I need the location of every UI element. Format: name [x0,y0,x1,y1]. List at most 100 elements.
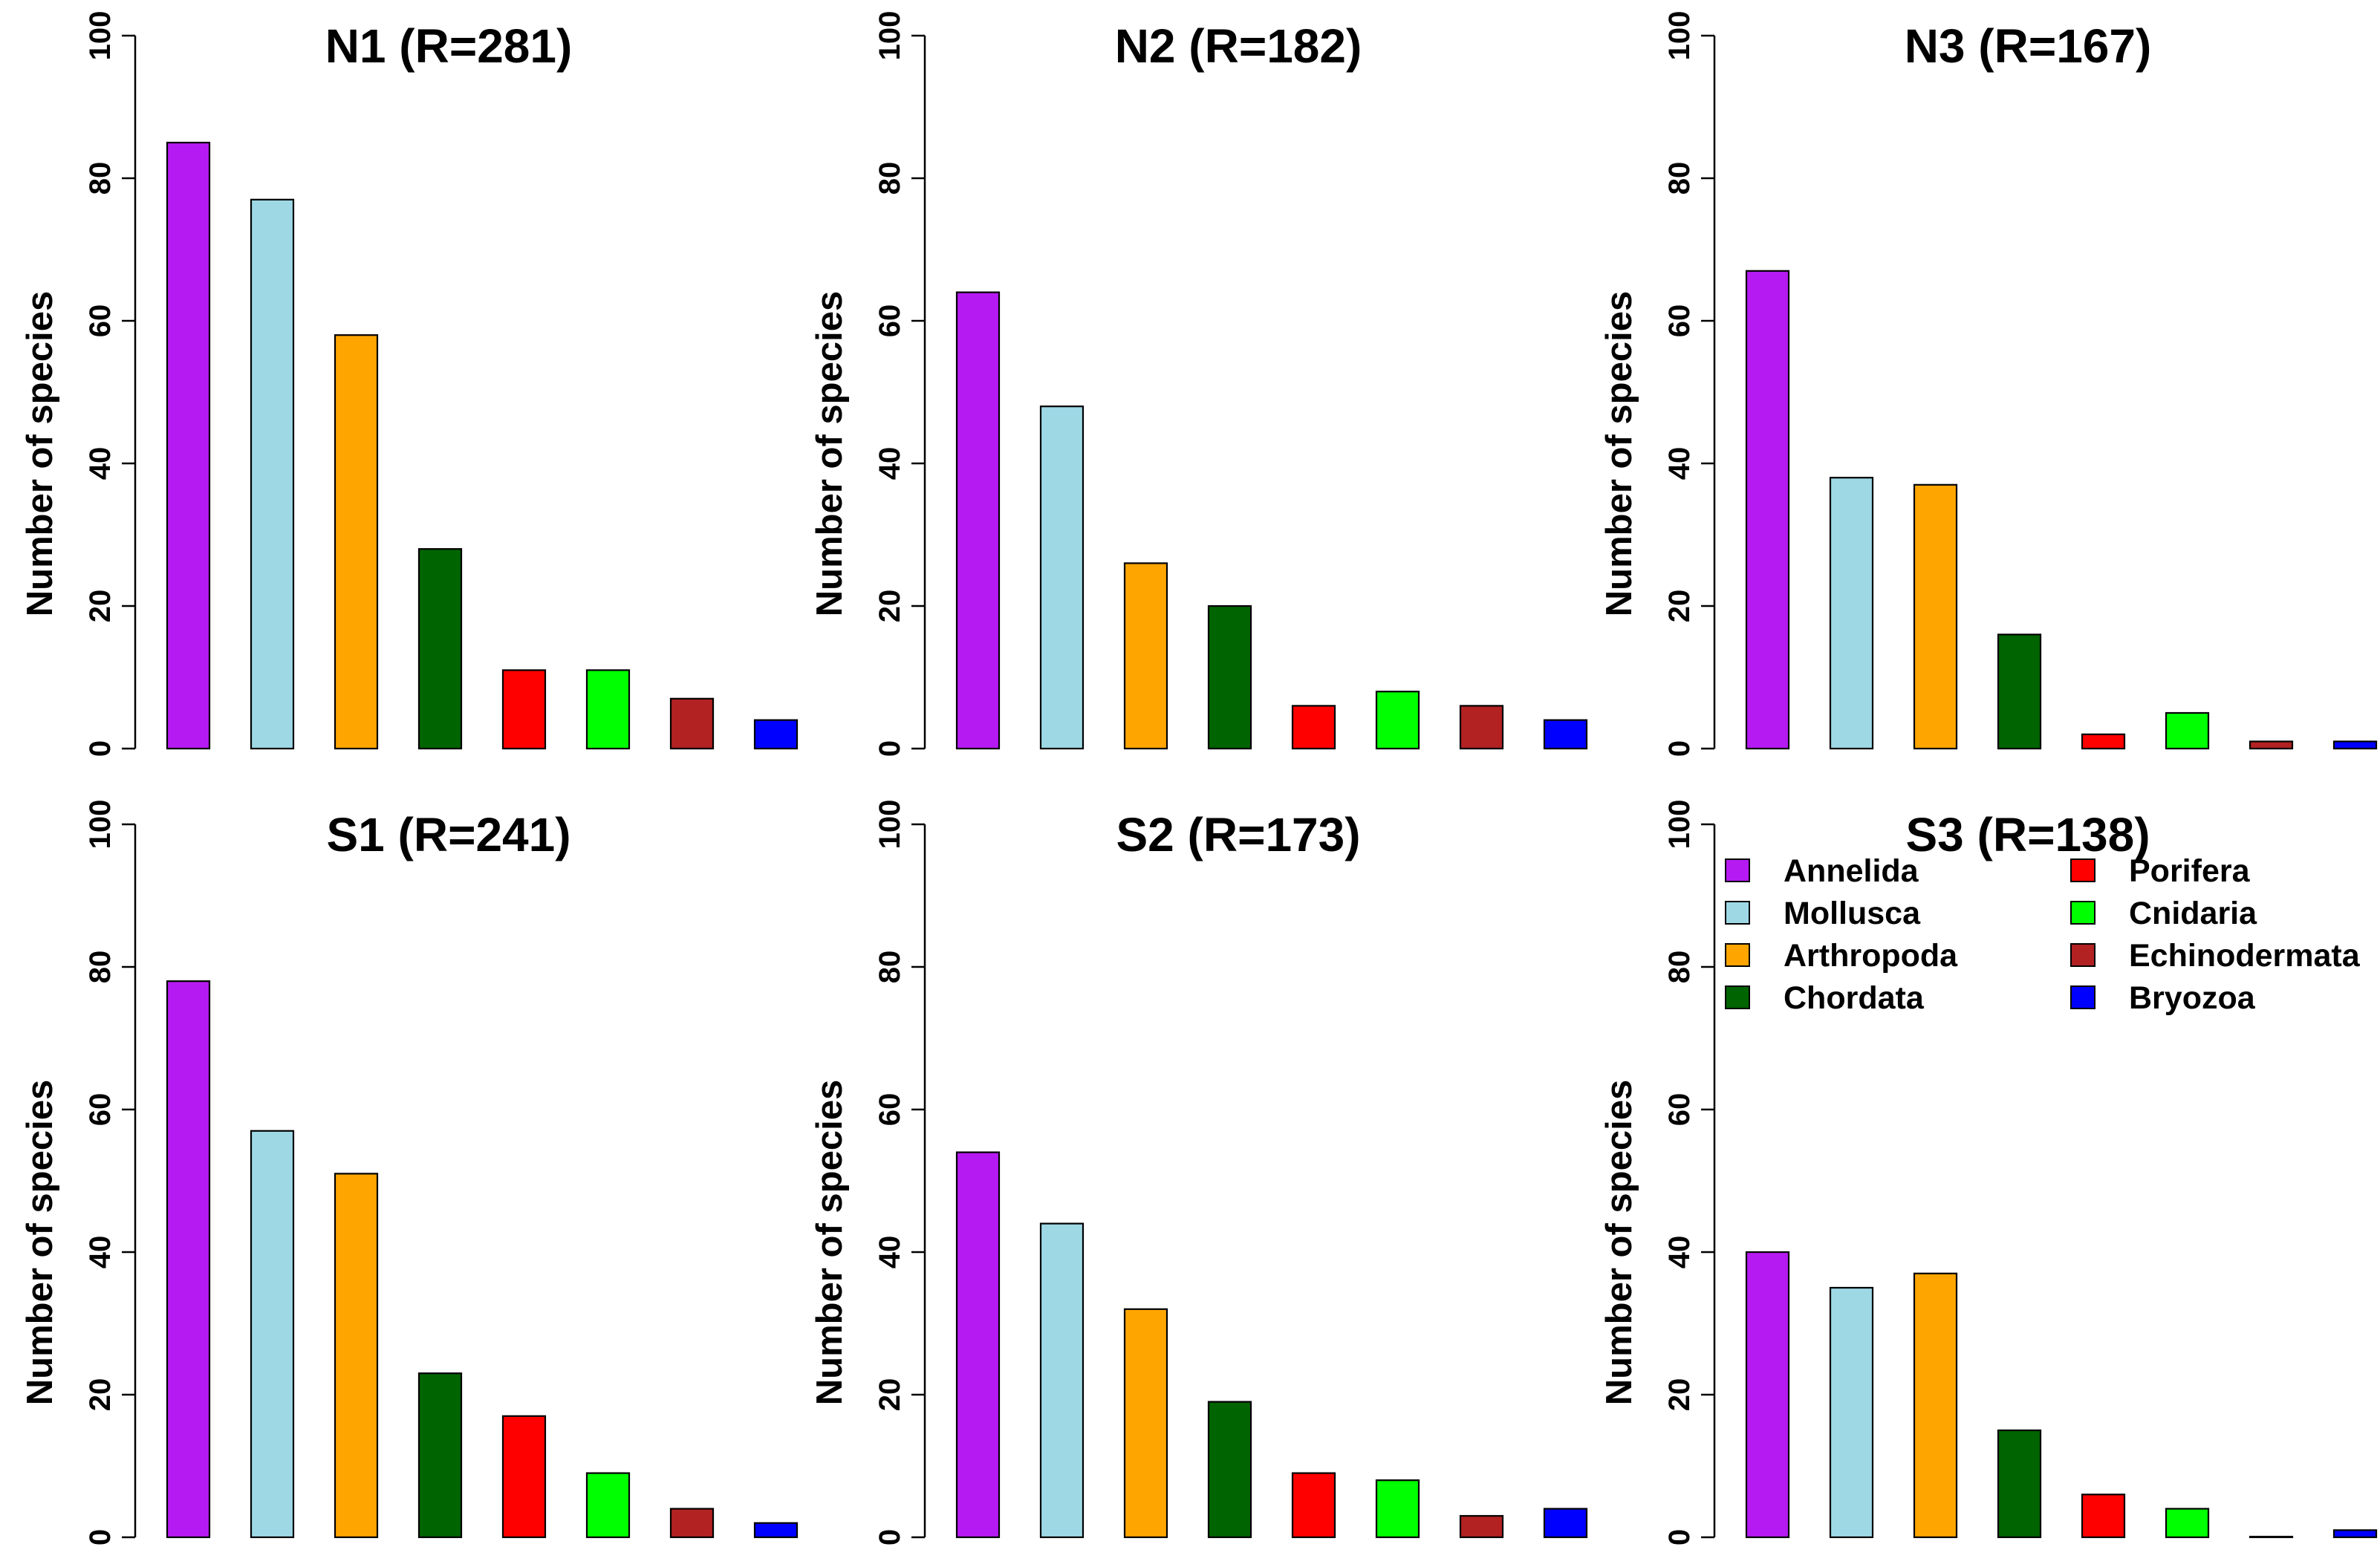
bar-arthropoda [334,334,379,750]
chart-title: S2 (R=173) [1116,808,1360,861]
bar-annelida [1745,1251,1790,1539]
bar-porifera [1291,705,1336,750]
y-tick-label: 100 [84,800,117,850]
bar-porifera [501,669,547,750]
legend-label-cnidaria: Cnidaria [2129,896,2257,931]
bar-bryozoa [753,719,799,750]
bar-arthropoda [1913,1272,1958,1539]
bar-chordata [417,548,463,750]
bar-echinodermata [669,697,715,750]
y-tick-label: 0 [874,1529,906,1545]
bar-arthropoda [1123,1308,1168,1539]
bar-porifera [501,1415,547,1539]
legend-label-mollusca: Mollusca [1784,896,1921,931]
y-tick-label: 20 [84,590,117,623]
y-tick-label: 100 [874,800,906,850]
y-tick-label: 80 [84,951,117,984]
bar-chordata [1997,633,2042,750]
bar-mollusca [250,198,295,750]
legend-swatch-mollusca [1725,901,1750,925]
bar-chordata [1207,605,1252,750]
bar-porifera [1291,1472,1336,1539]
y-tick-label: 60 [874,1093,906,1127]
y-tick-label: 100 [84,11,117,61]
y-tick-label: 80 [874,951,906,984]
bar-echinodermata [1459,705,1504,750]
bar-annelida [166,141,211,750]
y-tick-label: 100 [874,11,906,61]
y-tick-label: 40 [1663,447,1696,480]
legend-swatch-echinodermata [2070,943,2095,967]
y-tick-label: 80 [874,162,906,195]
bar-cnidaria [2165,711,2210,750]
y-tick-label: 40 [1663,1236,1696,1269]
y-tick-label: 80 [84,162,117,195]
y-tick-label: 20 [84,1378,117,1412]
legend-label-bryozoa: Bryozoa [2129,980,2256,1016]
bar-annelida [955,1151,1001,1539]
legend-swatch-porifera [2070,858,2095,882]
bar-echinodermata [1459,1515,1504,1539]
y-tick-label: 0 [84,740,117,757]
y-tick-label: 80 [1663,162,1696,195]
bar-annelida [166,980,211,1539]
y-tick-label: 20 [874,590,906,623]
y-axis-label: Number of species [1599,1080,1639,1405]
y-tick-label: 60 [84,304,117,338]
y-tick-label: 60 [1663,304,1696,338]
chart-title: N3 (R=167) [1905,19,2152,73]
y-tick-label: 100 [1663,11,1696,61]
bar-mollusca [1039,405,1085,750]
bar-bryozoa [2332,740,2378,750]
legend-label-porifera: Porifera [2129,853,2251,889]
bar-cnidaria [585,1472,631,1539]
bar-chordata [417,1372,463,1539]
y-axis-label: Number of species [20,1080,60,1405]
y-tick-label: 40 [874,1236,906,1269]
legend-swatch-cnidaria [2070,901,2095,925]
bar-annelida [1745,270,1790,750]
bar-mollusca [1829,477,1874,750]
y-tick-label: 60 [84,1093,117,1127]
bar-porifera [2081,1493,2126,1539]
bar-echinodermata [2249,740,2294,750]
bar-echinodermata [669,1508,715,1539]
chart-title: N2 (R=182) [1115,19,1362,73]
bar-chordata [1207,1401,1252,1539]
bar-chordata [1997,1429,2042,1539]
chart-panel-4: S1 (R=241) 0 20 40 60 80 100 Number of species [20,800,799,1545]
legend-label-echinodermata: Echinodermata [2129,938,2361,974]
chart-panel-3: N3 (R=167) 0 20 40 60 80 100 Number of species [1599,11,2378,757]
chart-panel-2: N2 (R=182) 0 20 40 60 80 100 Number of species [810,11,1588,757]
legend-label-annelida: Annelida [1784,853,1919,889]
y-tick-label: 40 [84,1236,117,1269]
y-tick-label: 20 [1663,1378,1696,1412]
y-tick-label: 40 [84,447,117,480]
y-tick-label: 60 [874,304,906,338]
legend: Annelida Mollusca Arthropoda Chordata Porife… [1725,853,2361,1016]
y-axis-label: Number of species [1599,291,1639,616]
bar-mollusca [250,1130,295,1539]
bar-porifera [2081,733,2126,750]
y-tick-label: 0 [84,1529,117,1545]
chart-title: S3 (R=138) [1905,808,2150,861]
y-axis-label: Number of species [20,291,60,616]
bar-cnidaria [585,669,631,750]
bar-mollusca [1039,1222,1085,1539]
bar-arthropoda [334,1173,379,1539]
bar-cnidaria [1375,1479,1420,1539]
chart-title: S1 (R=241) [326,808,570,861]
bar-arthropoda [1123,562,1168,750]
bar-bryozoa [1543,719,1588,750]
y-tick-label: 0 [1663,1529,1696,1545]
legend-label-arthropoda: Arthropoda [1784,938,1958,974]
y-tick-label: 40 [874,447,906,480]
bar-bryozoa [1543,1508,1588,1539]
y-axis-label: Number of species [810,291,850,616]
y-tick-label: 20 [1663,590,1696,623]
y-tick-label: 0 [874,740,906,757]
bar-arthropoda [1913,483,1958,750]
y-tick-label: 100 [1663,800,1696,850]
chart-panel-5: S2 (R=173) 0 20 40 60 80 100 Number of species [810,800,1588,1545]
